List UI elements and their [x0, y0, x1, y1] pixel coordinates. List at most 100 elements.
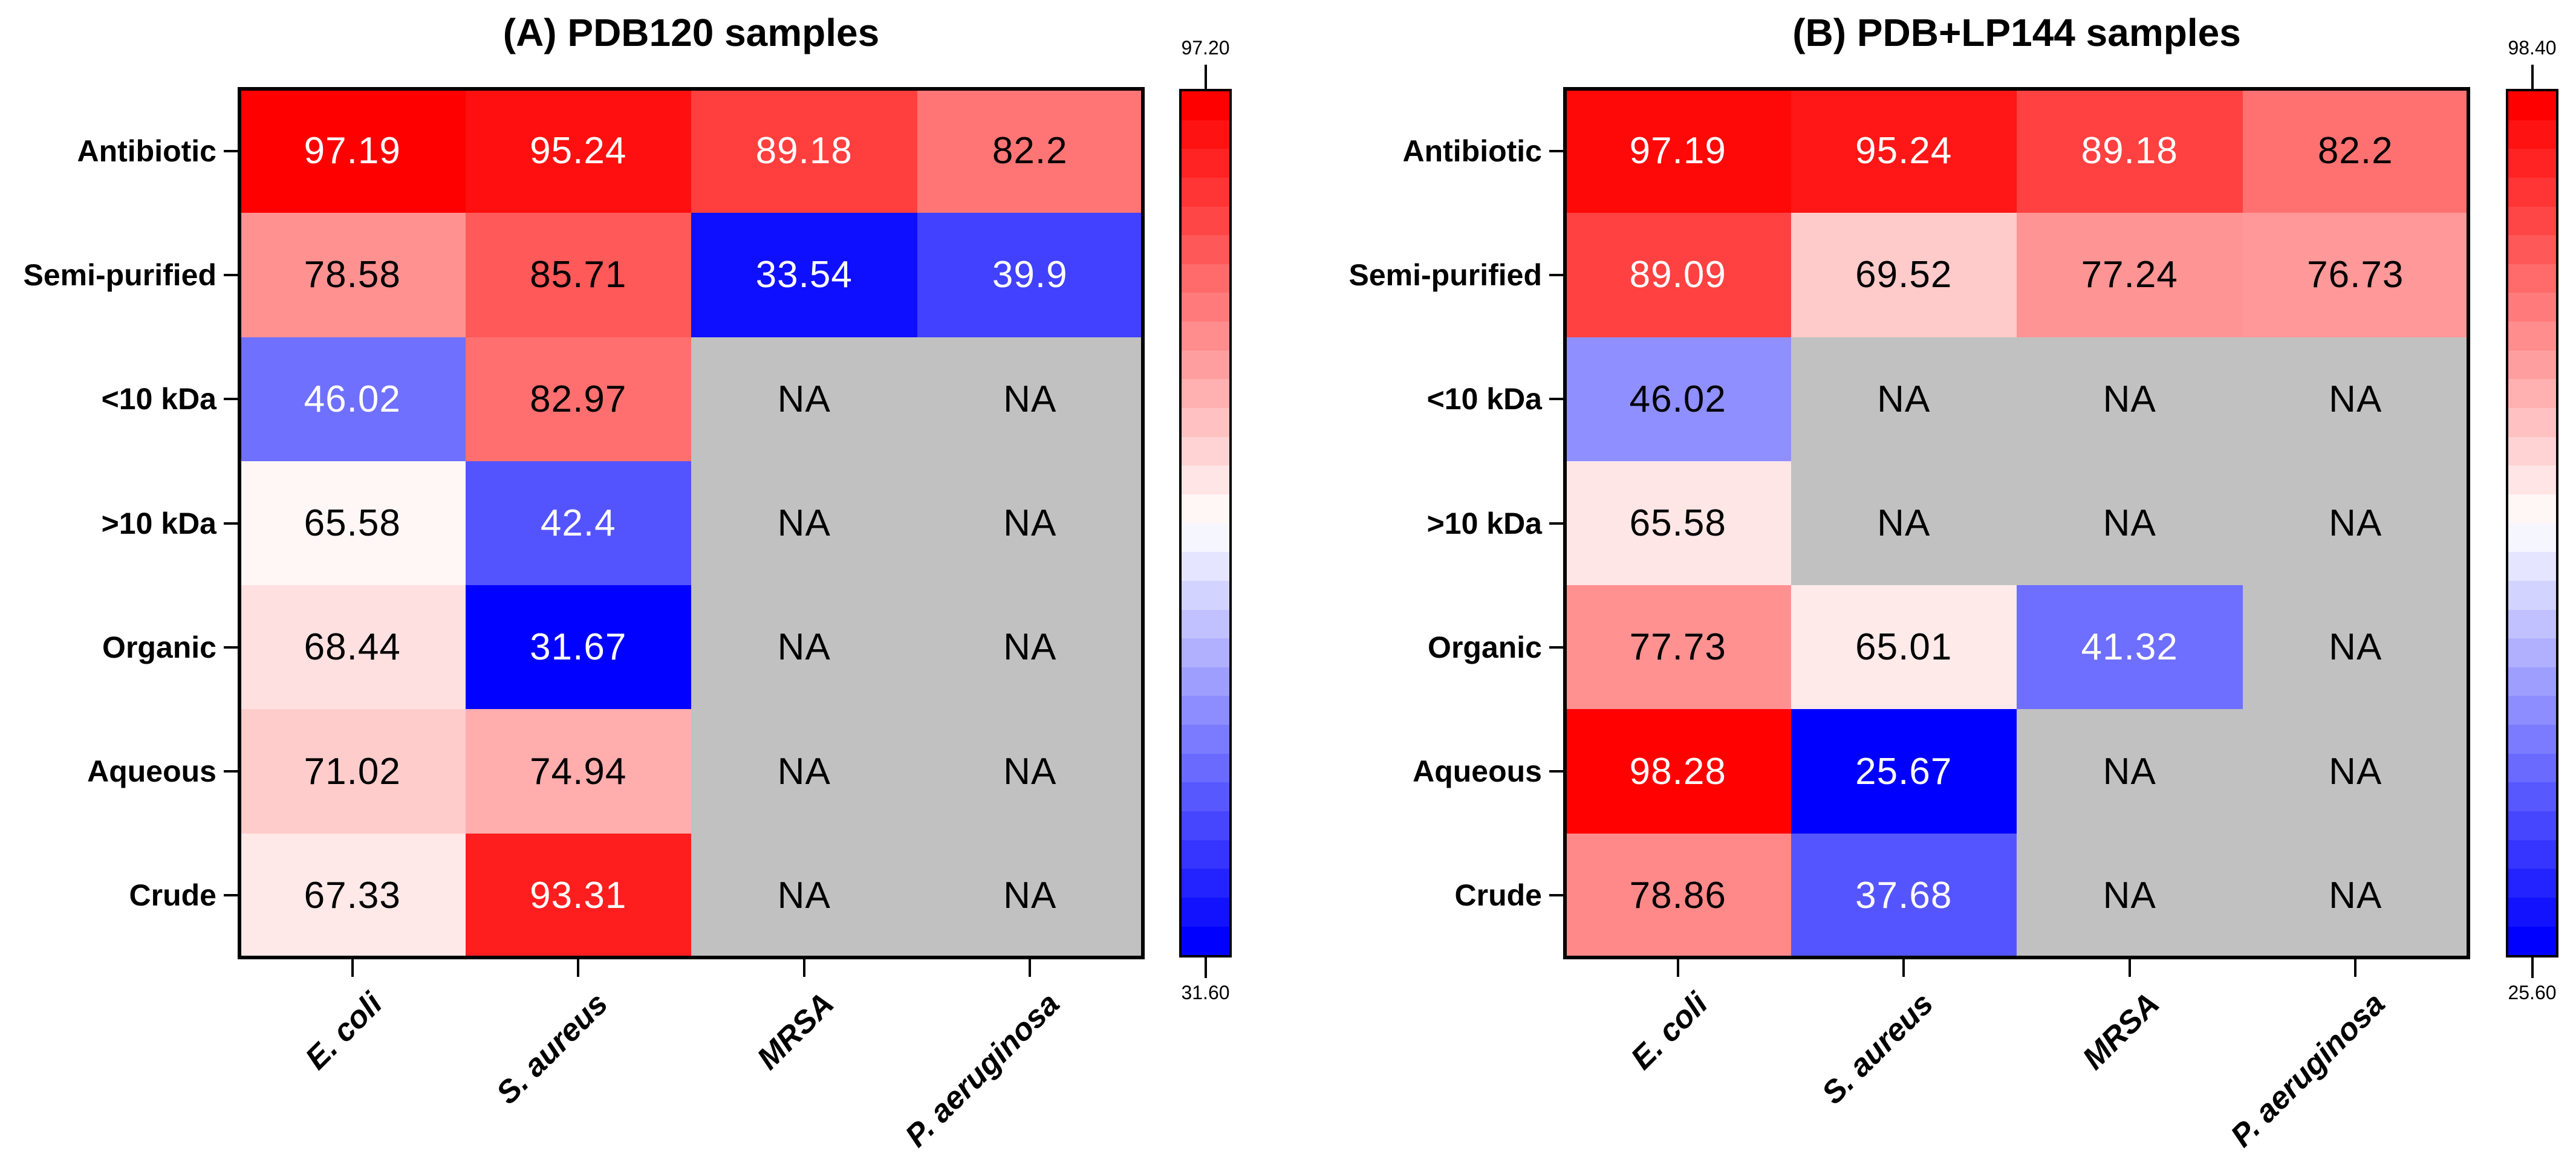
colorbar-band	[1182, 293, 1229, 322]
cell-value: NA	[2329, 750, 2382, 792]
colorbar-band	[1182, 149, 1229, 178]
cell-value: 46.02	[1629, 378, 1726, 420]
heatmap-cell: NA	[2242, 709, 2468, 834]
colorbar-band	[1182, 465, 1229, 494]
colorbar	[2506, 89, 2558, 957]
colorbar-band	[2508, 408, 2556, 437]
cell-value: NA	[1003, 874, 1057, 916]
heatmap-cell: 97.19	[1565, 89, 1791, 213]
panel-b-title: (B) PDB+LP144 samples	[1792, 11, 2241, 54]
cell-value: NA	[777, 502, 831, 544]
colorbar-band	[1182, 379, 1229, 409]
row-tick	[1549, 149, 1565, 152]
cell-value: 65.58	[1629, 502, 1726, 544]
heatmap-cell: NA	[691, 461, 917, 586]
heatmap-cell: 74.94	[465, 709, 691, 834]
heatmap-cell: 68.44	[239, 585, 466, 710]
colorbar-band	[2508, 869, 2556, 898]
row-label: Organic	[1428, 630, 1542, 664]
row-label: >10 kDa	[101, 506, 216, 540]
cell-value: NA	[777, 378, 831, 420]
cell-value: 46.02	[304, 378, 401, 420]
row-label: Semi-purified	[1348, 258, 1542, 292]
heatmap-cell: 41.32	[2017, 585, 2243, 710]
panel-a-colorbar-min-label: 31.60	[1181, 982, 1230, 1003]
heatmap-cell: 85.71	[465, 213, 691, 337]
cell-value: 68.44	[304, 626, 401, 669]
cell-value: NA	[2329, 502, 2382, 544]
row-tick	[224, 646, 239, 649]
cell-value: 71.02	[304, 750, 401, 792]
heatmap-cell: 89.18	[691, 89, 917, 213]
heatmap-cell: 46.02	[239, 337, 466, 461]
cell-value: NA	[777, 874, 831, 916]
cell-value: NA	[1003, 502, 1057, 544]
heatmap-cell: NA	[2017, 709, 2243, 834]
row-label: Crude	[1454, 878, 1542, 913]
cell-value: NA	[2329, 378, 2382, 420]
col-tick	[1029, 959, 1032, 977]
cell-value: 33.54	[755, 254, 853, 296]
heatmap-cell: NA	[2242, 833, 2468, 957]
heatmap-cell: 71.02	[239, 709, 466, 834]
colorbar-band	[1182, 753, 1229, 783]
heatmap-cell: NA	[2017, 337, 2243, 461]
heatmap-cell: 77.73	[1565, 585, 1791, 710]
colorbar-band	[1182, 350, 1229, 380]
panel-b-colorbar-min-label: 25.60	[2508, 982, 2557, 1003]
colorbar-band	[2508, 436, 2556, 466]
cell-value: 65.58	[304, 502, 401, 544]
row-label: Aqueous	[87, 754, 216, 789]
heatmap-cell: NA	[2242, 337, 2468, 461]
cell-value: 85.71	[530, 254, 627, 296]
colorbar-band	[2508, 580, 2556, 610]
colorbar-band	[1182, 177, 1229, 207]
row-tick	[1549, 646, 1565, 649]
colorbar-band	[2508, 494, 2556, 523]
cell-value: 89.18	[755, 130, 853, 172]
row-label: Crude	[129, 878, 216, 913]
colorbar-band	[1182, 523, 1229, 552]
row-tick	[1549, 894, 1565, 897]
colorbar-band	[2508, 638, 2556, 667]
heatmap-cell: 65.58	[1565, 461, 1791, 586]
heatmap-cell: 82.97	[465, 337, 691, 461]
heatmap-cell: NA	[1791, 461, 2017, 586]
cell-value: NA	[1003, 378, 1057, 420]
heatmap-cell: 98.28	[1565, 709, 1791, 834]
cell-value: 82.2	[2317, 130, 2393, 172]
colorbar-band	[1182, 869, 1229, 898]
col-tick	[802, 959, 805, 977]
colorbar-band	[1182, 264, 1229, 293]
cell-value: 78.86	[1629, 874, 1726, 916]
cell-value: 74.94	[530, 750, 627, 792]
row-label: Aqueous	[1413, 754, 1542, 789]
heatmap-cell: 65.01	[1791, 585, 2017, 710]
cell-value: 89.18	[2081, 130, 2178, 172]
col-tick	[2354, 959, 2357, 977]
cell-value: 77.24	[2081, 254, 2178, 296]
colorbar-band	[2508, 293, 2556, 322]
colorbar-band	[2508, 552, 2556, 581]
heatmap-cell: NA	[2242, 461, 2468, 586]
heatmap-cell: NA	[691, 709, 917, 834]
row-tick	[1549, 273, 1565, 276]
heatmap-cell: 42.4	[465, 461, 691, 586]
row-tick	[224, 398, 239, 401]
heatmap-cell: 82.2	[917, 89, 1143, 213]
colorbar-band	[2508, 206, 2556, 236]
colorbar-band	[1182, 436, 1229, 466]
row-label: <10 kDa	[101, 382, 216, 416]
colorbar-band	[1182, 408, 1229, 437]
row-tick	[1549, 770, 1565, 773]
col-label: E. coli	[298, 986, 389, 1077]
heatmap-cell: NA	[2017, 833, 2243, 957]
colorbar-band	[2508, 523, 2556, 552]
colorbar-band	[1182, 552, 1229, 581]
colorbar-band	[1182, 782, 1229, 812]
heatmap-cell: 82.2	[2242, 89, 2468, 213]
row-tick	[1549, 398, 1565, 401]
heatmap-cell: 65.58	[239, 461, 466, 586]
row-label: >10 kDa	[1426, 506, 1542, 540]
heatmap-cell: 78.58	[239, 213, 466, 337]
